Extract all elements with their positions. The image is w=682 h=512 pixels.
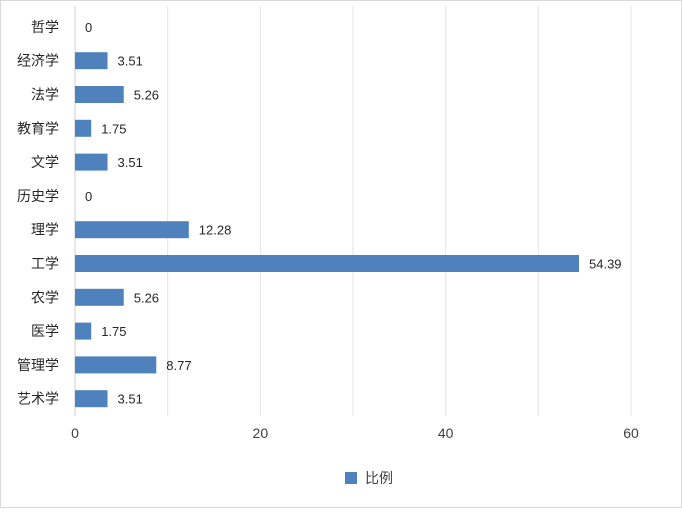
data-label: 3.51 bbox=[118, 155, 143, 170]
category-label: 理学 bbox=[31, 222, 59, 238]
data-label: 8.77 bbox=[166, 358, 191, 373]
category-label: 管理学 bbox=[17, 357, 59, 373]
category-label: 艺术学 bbox=[17, 391, 59, 407]
category-label: 经济学 bbox=[17, 53, 59, 69]
category-label: 哲学 bbox=[31, 19, 59, 35]
data-label: 3.51 bbox=[118, 392, 143, 407]
data-label: 0 bbox=[85, 20, 92, 35]
x-axis-ticks: 0 20 40 60 bbox=[71, 425, 639, 441]
x-tick-label: 60 bbox=[623, 425, 639, 441]
data-label: 1.75 bbox=[101, 121, 126, 136]
bar bbox=[75, 390, 108, 408]
category-label: 农学 bbox=[31, 289, 59, 305]
x-tick-label: 20 bbox=[253, 425, 269, 441]
category-label: 工学 bbox=[31, 256, 59, 272]
bar bbox=[75, 322, 92, 340]
x-tick-label: 40 bbox=[438, 425, 454, 441]
gridlines bbox=[74, 6, 632, 416]
category-label: 医学 bbox=[31, 323, 59, 339]
data-label: 5.26 bbox=[134, 88, 159, 103]
data-labels: 0 3.51 5.26 1.75 3.51 0 12.28 54.39 5.26 1.75 8.77… bbox=[85, 20, 622, 407]
data-label: 5.26 bbox=[134, 290, 159, 305]
bar bbox=[75, 288, 124, 306]
category-label: 历史学 bbox=[17, 188, 59, 204]
data-label: 0 bbox=[85, 189, 92, 204]
category-label: 法学 bbox=[31, 87, 59, 103]
bar bbox=[75, 119, 92, 137]
data-label: 3.51 bbox=[118, 54, 143, 69]
bar bbox=[75, 221, 189, 239]
legend-label: 比例 bbox=[365, 470, 393, 486]
bar bbox=[75, 255, 580, 272]
category-label: 教育学 bbox=[17, 120, 59, 136]
bar bbox=[75, 153, 108, 171]
data-label: 54.39 bbox=[589, 257, 622, 272]
data-label: 1.75 bbox=[101, 324, 126, 339]
bars bbox=[75, 52, 580, 408]
x-tick-label: 0 bbox=[71, 425, 79, 441]
bar bbox=[75, 356, 157, 374]
category-label: 文学 bbox=[31, 154, 59, 170]
legend: 比例 bbox=[345, 470, 393, 486]
bar bbox=[75, 52, 108, 70]
bar bbox=[75, 86, 124, 103]
data-label: 12.28 bbox=[199, 223, 232, 238]
legend-swatch bbox=[345, 472, 357, 484]
